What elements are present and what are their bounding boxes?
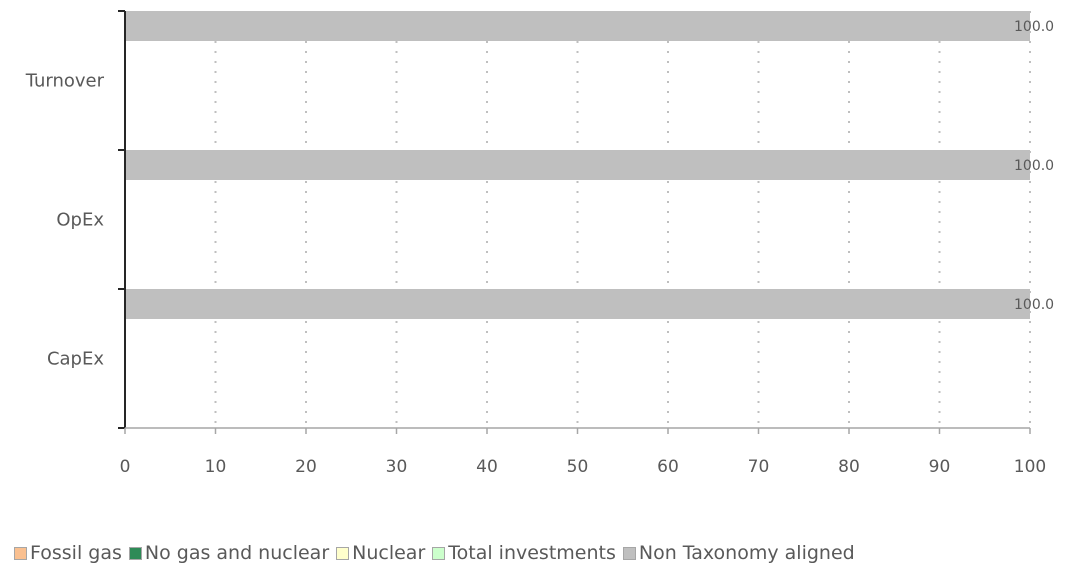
legend-item: Total investments xyxy=(432,542,616,564)
data-label: 100.0 xyxy=(1014,297,1054,313)
legend-label: No gas and nuclear xyxy=(144,542,330,564)
legend-swatch xyxy=(622,546,636,560)
data-label: 100.0 xyxy=(1014,19,1054,35)
legend-swatch xyxy=(432,546,446,560)
x-tick-label: 30 xyxy=(386,457,408,477)
bars xyxy=(125,11,1030,319)
category-label: CapEx xyxy=(47,349,104,370)
bar-chart: 100.0 Turnover 100.0 OpEx 100.0 CapEx 0 10 20 30 4… xyxy=(25,10,1054,477)
x-tick-label: 10 xyxy=(205,457,227,477)
legend-label: Fossil gas xyxy=(30,542,122,564)
x-tick-label: 50 xyxy=(567,457,589,477)
legend-swatch xyxy=(14,546,27,560)
legend-item: Non Taxonomy aligned xyxy=(622,542,855,564)
legend-item: Nuclear xyxy=(336,542,425,564)
x-tick-label: 100 xyxy=(1014,457,1046,477)
x-tick-label: 40 xyxy=(476,457,498,477)
category-label: OpEx xyxy=(56,210,104,231)
bar-segment xyxy=(125,11,1030,41)
category-label: Turnover xyxy=(25,71,105,92)
gridlines xyxy=(214,11,1031,428)
legend-item: No gas and nuclear xyxy=(128,542,330,564)
legend-label: Non Taxonomy aligned xyxy=(638,542,855,564)
legend-label: Total investments xyxy=(448,542,616,564)
x-tick-label: 0 xyxy=(120,457,131,477)
x-tick-label: 70 xyxy=(748,457,770,477)
x-tick-label: 80 xyxy=(838,457,860,477)
labels: 100.0 Turnover 100.0 OpEx 100.0 CapEx 0 10 20 30 4… xyxy=(25,19,1054,477)
legend: Fossil gas No gas and nuclear Nuclear Total… xyxy=(14,540,862,566)
legend-item: Fossil gas xyxy=(14,542,122,564)
legend-swatch xyxy=(336,546,350,560)
x-tick-label: 90 xyxy=(929,457,951,477)
axes xyxy=(118,10,1031,434)
x-tick-label: 20 xyxy=(295,457,317,477)
bar-segment xyxy=(125,150,1030,180)
legend-label: Nuclear xyxy=(352,542,426,564)
legend-swatch xyxy=(128,546,142,560)
data-label: 100.0 xyxy=(1014,158,1054,174)
x-tick-label: 60 xyxy=(657,457,679,477)
bar-segment xyxy=(125,289,1030,319)
